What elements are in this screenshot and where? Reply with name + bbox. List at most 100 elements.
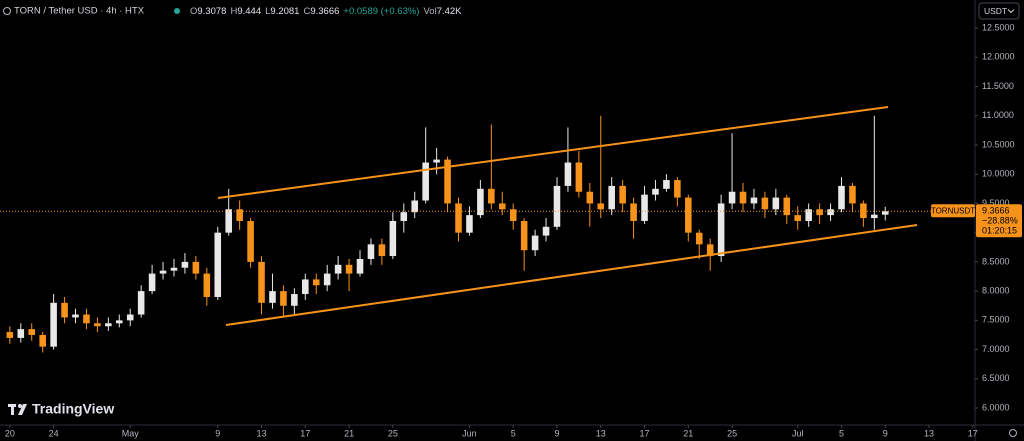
candle-body	[159, 270, 167, 274]
change: +0.0589 (+0.63%)	[343, 6, 419, 17]
candle-body	[466, 215, 473, 233]
y-tick-label: 8.0000	[982, 286, 1010, 296]
high-label: H	[230, 6, 237, 17]
candle-body	[663, 180, 670, 189]
high-value: 9.444	[237, 6, 261, 17]
candle-body	[433, 159, 440, 163]
candle-body	[685, 197, 692, 233]
x-tick-label: 9	[215, 428, 220, 438]
candle-body	[695, 232, 703, 245]
candle-body	[126, 314, 134, 321]
candle-body	[422, 162, 429, 201]
status-dot	[174, 8, 180, 14]
x-tick-label: 25	[727, 428, 737, 438]
candle-body	[280, 291, 287, 306]
volume-value: 7.42K	[437, 6, 462, 17]
open-label: O	[190, 6, 197, 17]
channel-lower	[225, 224, 918, 326]
y-tick-label: 10.0000	[982, 169, 1015, 179]
candle-body	[816, 209, 823, 216]
x-tick-label: 9	[554, 428, 559, 438]
candle-body	[761, 197, 769, 210]
candle-body	[805, 209, 812, 221]
candle-body	[367, 244, 375, 259]
x-tick-label: May	[122, 428, 140, 438]
x-tick-label: 9	[883, 428, 888, 438]
candle-body	[170, 267, 178, 271]
candle-body	[411, 200, 419, 213]
logo-part	[11, 404, 14, 415]
candle-body	[334, 264, 342, 274]
y-tick-label: 7.0000	[982, 344, 1010, 354]
candle-body	[323, 273, 331, 286]
candle-body	[564, 162, 572, 186]
symbol-icon	[3, 7, 11, 15]
x-tick-label: 24	[49, 428, 59, 438]
candle-body	[400, 212, 408, 221]
candle-body	[312, 279, 320, 286]
currency-button[interactable]	[978, 2, 1020, 20]
candle-body	[39, 334, 46, 347]
candle-body	[105, 323, 112, 327]
candle-body	[838, 185, 845, 210]
plot-area	[6, 115, 889, 353]
candle-body	[236, 209, 243, 221]
volume-label: Vol	[423, 6, 436, 17]
candle-body	[772, 197, 780, 210]
candle-body	[498, 203, 506, 210]
y-tick-label: 7.5000	[982, 315, 1010, 325]
x-tick-label: 13	[596, 428, 606, 438]
candle-body	[597, 203, 605, 210]
candle-body	[575, 162, 583, 192]
x-tick-label: 17	[968, 428, 978, 438]
candle-body	[520, 220, 528, 251]
ohlc-legend: O9.3078 H9.444 L9.2081 C9.3666 +0.0589 (+0.6…	[190, 6, 462, 17]
x-tick-label: 13	[257, 428, 267, 438]
last-price: 9.3666	[982, 206, 1010, 216]
y-tick-label: 11.5000	[982, 81, 1014, 91]
x-tick-label: Jul	[792, 428, 804, 438]
candle-body	[214, 232, 222, 297]
candle-body	[192, 261, 200, 274]
channel-upper	[217, 106, 889, 199]
candle-body	[827, 209, 834, 216]
candle-body	[345, 264, 353, 274]
close-label: C	[303, 6, 310, 17]
symbol[interactable]: TORN / Tether USD · 4h · HTX	[14, 6, 145, 17]
candle-body	[488, 188, 495, 204]
x-tick-label: 13	[924, 428, 934, 438]
candle-body	[247, 220, 254, 262]
x-tick-label: 20	[5, 428, 15, 438]
candle-body	[739, 191, 747, 204]
settings-icon[interactable]	[1009, 429, 1017, 437]
y-tick-label: 8.5000	[982, 256, 1010, 266]
last-price-box	[976, 204, 1022, 238]
candle-body	[641, 194, 648, 221]
candle-body	[455, 203, 462, 233]
candle-body	[608, 185, 615, 210]
candle-body	[50, 302, 57, 347]
x-tick-label: Jun	[462, 428, 477, 438]
candle-body	[794, 215, 802, 221]
y-tick-label: 12.0000	[982, 52, 1015, 62]
candle-body	[17, 329, 25, 338]
candle-body	[61, 302, 68, 318]
candle-body	[750, 197, 758, 204]
x-tick-label: 21	[683, 428, 693, 438]
candle-body	[619, 185, 626, 204]
logo-part	[18, 404, 22, 408]
currency[interactable]: USDT	[984, 6, 1007, 16]
candle-body	[181, 261, 189, 268]
candle-body	[871, 214, 878, 219]
low-value: 9.2081	[270, 6, 299, 17]
candle-body	[225, 209, 232, 233]
candle-body	[269, 291, 276, 303]
y-tick-label: 11.0000	[982, 110, 1014, 120]
candle-body	[6, 332, 14, 338]
candle-body	[630, 203, 637, 221]
last-change: −28.88%	[982, 216, 1018, 226]
open-value: 9.3078	[197, 6, 226, 17]
candle-body	[531, 235, 539, 251]
y-tick-label: 10.5000	[982, 139, 1015, 149]
